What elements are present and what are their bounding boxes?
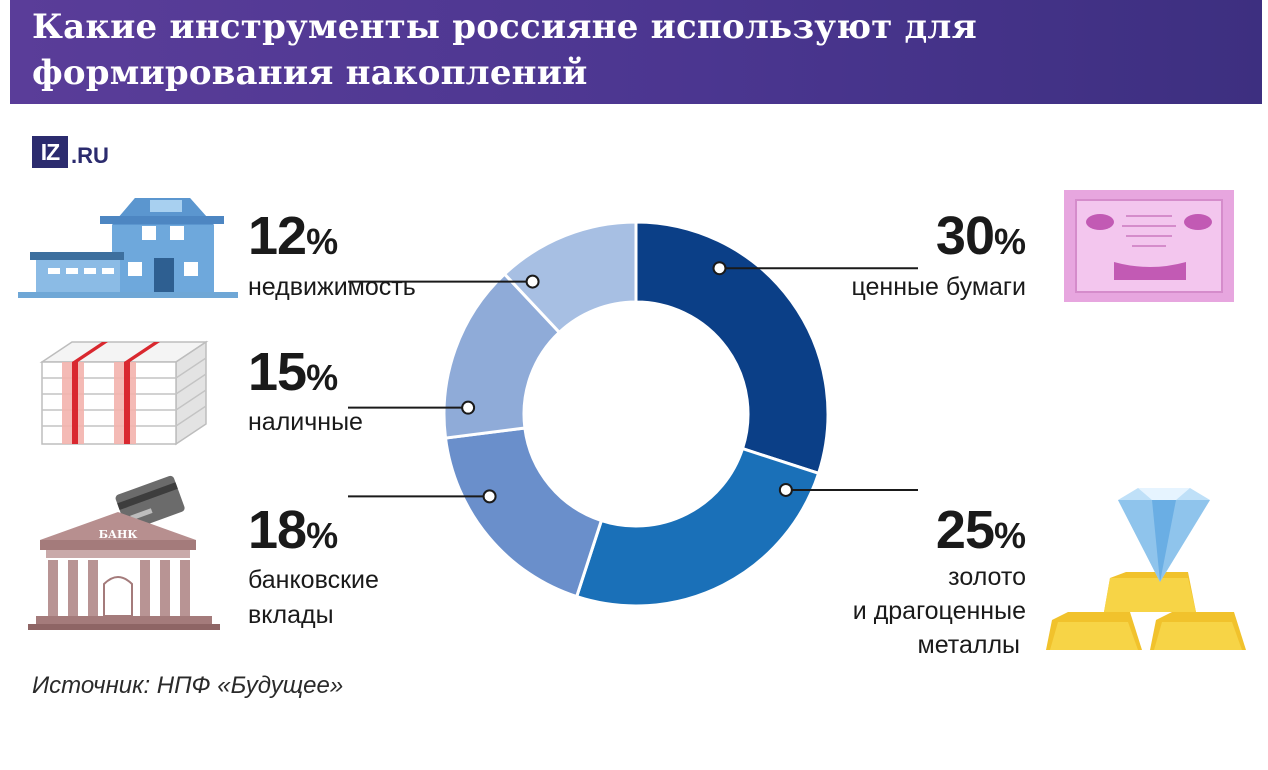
cash-stack-icon	[39, 340, 209, 446]
value-label-realty: 12%	[248, 206, 339, 266]
leader-dot-gold	[778, 482, 793, 497]
leader-lines	[348, 261, 918, 504]
category-label-deposits-line2: вклады	[248, 601, 334, 629]
banknote-icon	[1064, 190, 1234, 302]
leader-dot-realty	[525, 274, 540, 289]
value-label-cash: 15%	[248, 342, 339, 402]
logo-suffix: .RU	[71, 143, 109, 168]
donut-slice-realty	[502, 220, 638, 335]
category-label-gold-line2: и драгоценные	[852, 597, 1026, 625]
page-title: Какие инструменты россияне используют дл…	[32, 7, 977, 93]
house-icon	[18, 198, 238, 298]
donut-slice-deposits	[443, 426, 604, 599]
leader-dot-securities	[712, 261, 727, 276]
source-note: Источник: НПФ «Будущее»	[32, 672, 344, 699]
logo-box: IZ	[32, 136, 68, 168]
category-label-realty: недвижимость	[248, 273, 416, 301]
value-label-securities: 30%	[935, 206, 1026, 266]
value-label-gold: 25%	[935, 500, 1026, 560]
value-label-deposits: 18%	[248, 500, 339, 560]
header-banner: Какие инструменты россияне используют дл…	[10, 0, 1262, 104]
leader-dot-deposits	[482, 489, 497, 504]
donut-chart	[442, 220, 830, 608]
category-label-gold-line3: металлы	[917, 631, 1020, 659]
donut-slice-securities	[634, 220, 830, 476]
category-label-securities: ценные бумаги	[851, 273, 1026, 301]
gold-diamond-icon	[1046, 488, 1246, 650]
category-label-cash: наличные	[248, 408, 363, 436]
donut-slice-gold	[574, 446, 821, 608]
bank-sign: БАНК	[99, 528, 138, 541]
bank-icon: БАНК	[28, 475, 220, 630]
iz-logo[interactable]: IZ .RU	[32, 136, 109, 168]
category-label-gold-line1: золото	[948, 563, 1026, 591]
leader-dot-cash	[461, 400, 476, 415]
category-label-deposits-line1: банковские	[248, 566, 379, 594]
